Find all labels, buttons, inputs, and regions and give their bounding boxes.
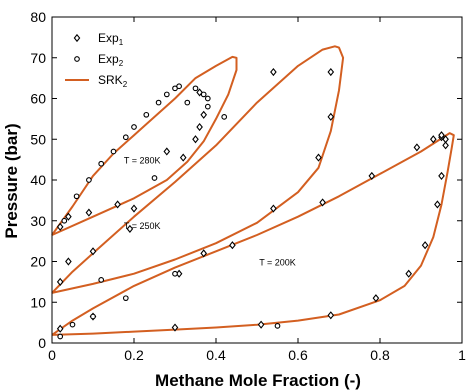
exp1-point [89,247,97,256]
exp1-point [405,269,413,278]
legend-label: Exp2 [98,52,124,68]
exp2-point [172,270,178,277]
exp2-point [274,323,281,329]
x-tick-label: 0.8 [370,347,390,363]
legend: Exp1 Exp2 SRK2 [65,31,128,89]
srk-curves [51,45,455,336]
exp1-point [200,110,208,119]
exp1-point [434,200,441,209]
exp1-point [442,141,449,150]
y-tick-label: 30 [30,213,46,229]
exp2-point [73,193,80,200]
exp1-point [327,311,335,320]
exp2-point [122,295,129,302]
exp1-point [229,241,236,250]
exp1-point [130,204,138,213]
legend-exp1-marker [73,33,81,43]
exp2-point [192,85,199,92]
temperature-annotations: T = 280K T = 250K T = 200K [124,156,296,268]
exp1-point [257,320,265,329]
x-axis-label: Methane Mole Fraction (-) [155,371,361,390]
plot-frame [51,16,463,344]
legend-label: SRK2 [98,73,128,89]
exp1-point [196,122,203,132]
y-tick-label: 70 [30,50,46,66]
x-tick-label: 0.4 [206,347,226,363]
exp1-point [368,171,376,180]
exp1-point [438,131,445,140]
exp2-point [176,83,182,90]
x-tick-label: 0.2 [124,347,144,363]
exp1-point [372,294,380,303]
exp2-point [151,175,158,181]
exp1-point [327,112,335,121]
exp2-point [86,177,92,183]
temperature-annotation: T = 200K [259,258,296,268]
exp1-point [429,135,437,144]
temperature-annotation: T = 250K [124,221,161,231]
y-axis-label: Pressure (bar) [2,123,21,238]
y-tick-label: 10 [30,294,46,310]
experimental-points [56,67,449,340]
exp1-point [327,67,335,77]
exp1-point [315,153,322,162]
exp2-point [163,91,170,98]
exp1-point [65,212,72,221]
exp1-point [438,171,445,180]
legend-subscript: 2 [123,80,128,89]
y-tick-label: 60 [30,91,46,107]
y-tick-label: 50 [30,131,46,147]
exp1-point [171,323,179,332]
temperature-annotation: T = 280K [124,156,161,166]
legend-label: Exp1 [98,31,124,47]
srk-curve [51,45,345,294]
y-tick-label: 0 [38,335,46,351]
exp1-point [56,277,64,286]
x-tick-label: 0.6 [288,347,308,363]
exp2-point [69,321,76,328]
exp2-point [122,134,129,141]
exp1-point [192,135,199,144]
exp2-point [98,276,105,283]
exp2-point [155,99,162,106]
exp2-point [61,217,68,224]
legend-exp2-marker [74,56,80,62]
exp1-point [270,204,277,213]
srk-curve [51,132,455,336]
exp2-point [57,333,64,340]
exp1-point [421,241,429,250]
legend-subscript: 1 [119,38,124,47]
exp1-point [270,67,277,77]
exp1-point [179,153,187,162]
exp2-point [143,111,150,118]
y-tick-label: 80 [30,9,46,25]
exp2-point [90,313,96,320]
x-tick-label: 0 [48,347,56,363]
y-tick-label: 20 [30,254,46,270]
exp1-point [413,143,421,152]
exp2-point [204,95,211,102]
exp2-point [110,148,117,155]
exp2-point [131,124,137,130]
y-tick-label: 40 [30,172,46,188]
exp2-point [200,91,207,98]
legend-subscript: 2 [119,59,124,68]
exp1-point [56,324,64,333]
exp1-point [114,200,121,209]
exp1-point [56,222,64,231]
exp1-point [85,208,93,217]
exp2-point [221,113,228,120]
exp1-point [163,147,171,156]
exp1-point [200,249,208,258]
exp2-point [98,160,105,167]
exp2-point [184,99,191,106]
exp1-point [319,198,326,207]
exp2-point [204,103,211,110]
exp1-point [126,224,134,233]
exp1-point [65,257,72,266]
x-tick-label: 1 [458,347,466,363]
